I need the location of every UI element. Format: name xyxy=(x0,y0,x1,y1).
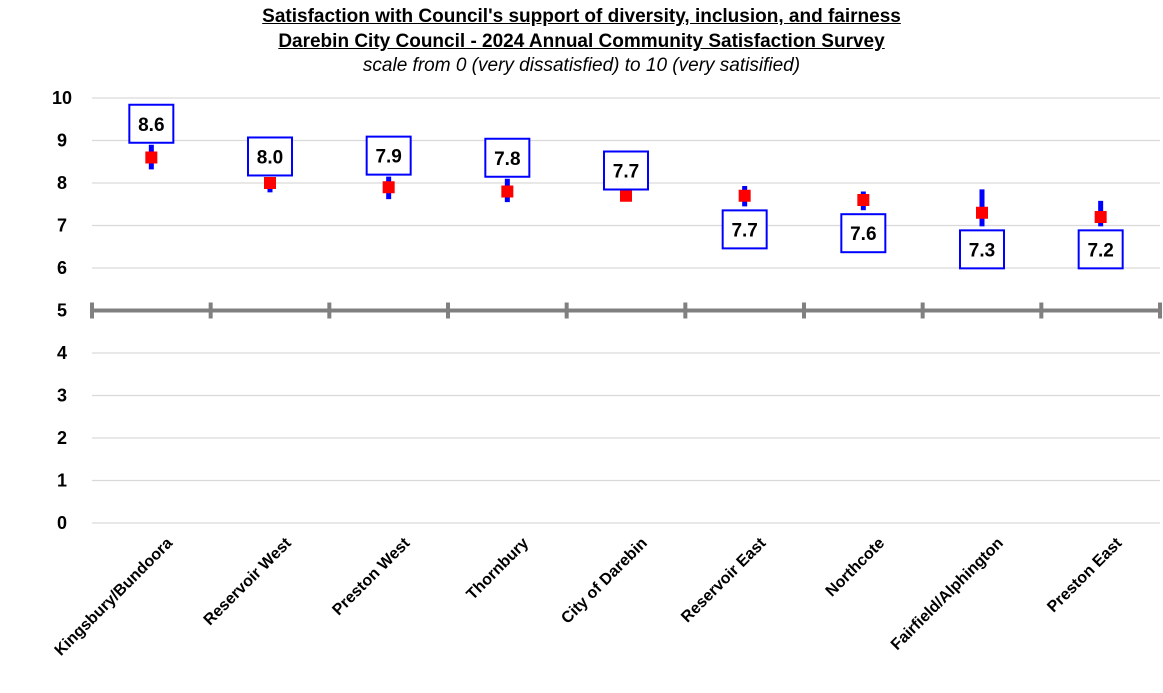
y-tick-label: 6 xyxy=(57,258,67,278)
data-point xyxy=(857,194,870,206)
chart-title: Satisfaction with Council's support of d… xyxy=(262,6,901,27)
data-label: 8.6 xyxy=(138,115,164,136)
x-category-label: Fairfield/Alphington xyxy=(888,535,1007,654)
data-label-box xyxy=(365,135,412,176)
x-category-label: Preston West xyxy=(329,534,414,619)
x-category-label: Reservoir West xyxy=(201,534,296,629)
data-point xyxy=(1094,211,1107,223)
x-category-label: Thornbury xyxy=(464,535,533,604)
data-point xyxy=(501,185,514,198)
data-label-box xyxy=(959,229,1005,270)
chart-subtitle: Darebin City Council - 2024 Annual Commu… xyxy=(278,31,885,52)
data-point xyxy=(382,181,395,194)
data-label: 8.0 xyxy=(257,147,283,168)
x-category-label: City of Darebin xyxy=(558,535,650,627)
y-tick-label: 4 xyxy=(57,343,67,363)
data-label: 7.6 xyxy=(850,224,876,245)
x-category-label: Kingsbury/Bundoora xyxy=(52,535,177,660)
y-tick-label: 5 xyxy=(57,301,67,321)
data-label-box xyxy=(247,136,293,177)
y-tick-label: 3 xyxy=(57,386,67,406)
x-category-label: Northcote xyxy=(823,535,889,601)
data-label-box xyxy=(1077,229,1124,270)
y-tick-label: 1 xyxy=(57,471,67,491)
data-point xyxy=(620,189,632,202)
chart-scale-note: scale from 0 (very dissatisfied) to 10 (… xyxy=(362,55,801,76)
data-label: 7.2 xyxy=(1087,240,1113,261)
data-label-box xyxy=(721,209,768,250)
y-tick-label: 7 xyxy=(57,216,67,236)
y-tick-label: 10 xyxy=(52,88,72,108)
data-label: 7.9 xyxy=(375,147,401,168)
data-label: 7.3 xyxy=(969,240,995,261)
y-tick-label: 8 xyxy=(57,173,67,193)
data-point xyxy=(145,151,158,164)
data-label-box xyxy=(603,150,649,191)
x-category-label: Reservoir East xyxy=(678,534,770,626)
data-point xyxy=(976,206,988,219)
data-label-box xyxy=(484,137,531,178)
data-point xyxy=(738,189,751,202)
data-label: 7.7 xyxy=(731,220,757,241)
y-tick-label: 2 xyxy=(57,428,67,448)
y-tick-label: 9 xyxy=(57,131,67,151)
y-tick-label: 0 xyxy=(57,513,67,533)
data-point xyxy=(264,177,276,189)
data-label-box xyxy=(840,213,887,254)
data-label: 7.8 xyxy=(494,149,520,170)
data-label-box xyxy=(128,103,175,144)
data-label: 7.7 xyxy=(613,162,639,183)
x-category-label: Preston East xyxy=(1044,534,1126,616)
